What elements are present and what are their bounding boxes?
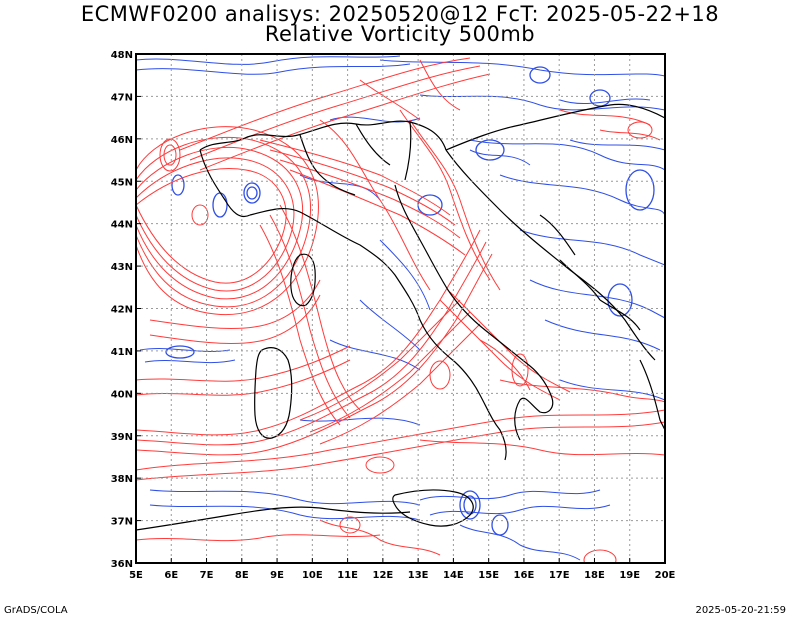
latitude-axis: 36N 37N 38N 39N 40N 41N 42N 43N 44N 45N 46N 47N 48N	[111, 50, 141, 570]
latitude-tick-label: 38N	[111, 474, 133, 485]
latitude-tick-label: 42N	[111, 305, 133, 316]
longitude-tick-label: 17E	[549, 570, 570, 581]
longitude-tick-label: 15E	[478, 570, 499, 581]
software-credit: GrADS/COLA	[4, 605, 68, 616]
longitude-tick-label: 12E	[372, 570, 393, 581]
latitude-tick-label: 43N	[111, 262, 133, 273]
latitude-tick-label: 39N	[111, 432, 133, 443]
latitude-tick-label: 47N	[111, 92, 133, 103]
longitude-tick-label: 6E	[164, 570, 178, 581]
longitude-tick-label: 10E	[302, 570, 323, 581]
latitude-tick-label: 36N	[111, 559, 133, 570]
longitude-tick-label: 14E	[443, 570, 464, 581]
latitude-tick-label: 41N	[111, 347, 133, 358]
longitude-tick-label: 11E	[337, 570, 358, 581]
latitude-tick-label: 46N	[111, 135, 133, 146]
latitude-tick-label: 37N	[111, 517, 133, 528]
positive-vorticity-centers	[159, 121, 653, 563]
longitude-tick-label: 5E	[129, 570, 143, 581]
latitude-tick-label: 44N	[111, 220, 133, 231]
longitude-tick-label: 13E	[408, 570, 429, 581]
plot-background	[136, 54, 665, 563]
lat-lon-grid	[136, 54, 665, 563]
longitude-tick-label: 18E	[584, 570, 605, 581]
longitude-tick-label: 9E	[270, 570, 284, 581]
latitude-tick-label: 40N	[111, 389, 133, 400]
longitude-tick-label: 19E	[619, 570, 640, 581]
longitude-axis: 5E 6E 7E 8E 9E 10E 11E 12E 13E 14E 15E 16E 17E 18E 19E…	[129, 558, 676, 581]
latitude-tick-label: 45N	[111, 177, 133, 188]
latitude-tick-label: 48N	[111, 50, 133, 61]
map-title-line-2: Relative Vorticity 500mb	[264, 22, 536, 46]
longitude-tick-label: 16E	[514, 570, 535, 581]
contour-layer	[136, 55, 665, 563]
map-title-line-1: ECMWF0200 analisys: 20250520@12 FcT: 202…	[80, 2, 720, 26]
render-timestamp: 2025-05-20-21:59	[695, 605, 786, 616]
negative-vorticity-contours	[136, 55, 665, 561]
longitude-tick-label: 7E	[200, 570, 214, 581]
longitude-tick-label: 8E	[235, 570, 249, 581]
longitude-tick-label: 20E	[655, 570, 676, 581]
coastlines-borders	[136, 103, 665, 531]
